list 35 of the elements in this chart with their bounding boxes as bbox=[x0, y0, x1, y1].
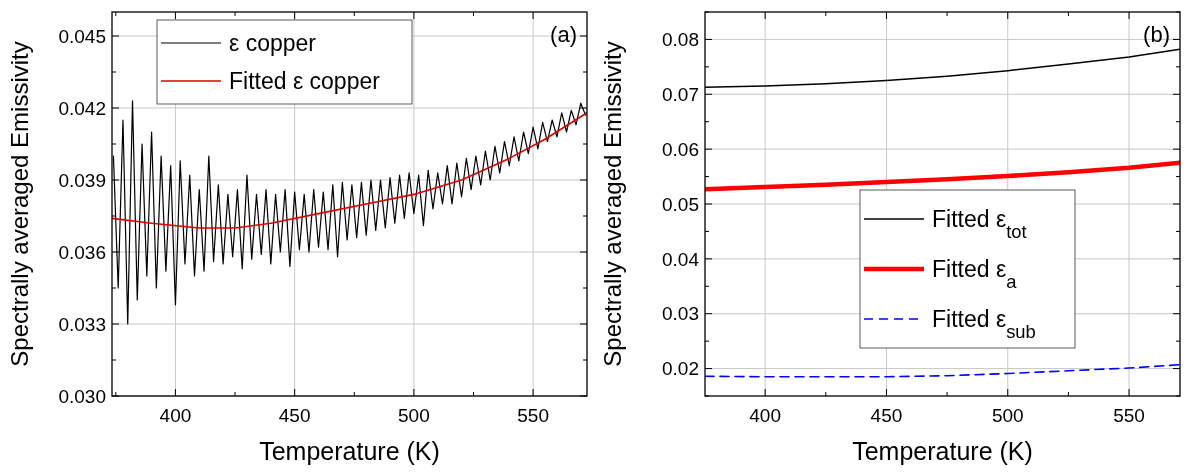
x-tick-label: 550 bbox=[517, 405, 549, 426]
y-axis-title: Spectrally averaged Emissivity bbox=[599, 41, 626, 367]
line-series bbox=[705, 160, 1180, 192]
legend-label: ε copper bbox=[229, 30, 317, 57]
line-series bbox=[705, 363, 1180, 378]
legend-label: Fitted ε$_{tot}$ bbox=[932, 206, 1027, 242]
y-axis-title: Spectrally averaged Emissivity bbox=[6, 41, 33, 367]
x-tick-label: 500 bbox=[991, 405, 1024, 426]
y-tick-label: 0.07 bbox=[662, 83, 699, 105]
y-tick-label: 0.03 bbox=[662, 303, 699, 325]
y-tick-label: 0.045 bbox=[58, 25, 106, 47]
legend-label: Fitted ε copper bbox=[229, 68, 381, 95]
x-tick-label: 450 bbox=[870, 405, 903, 426]
y-tick-label: 0.036 bbox=[58, 241, 106, 263]
annotation: (a) bbox=[550, 22, 577, 47]
y-tick-label: 0.06 bbox=[662, 138, 699, 160]
y-tick-label: 0.042 bbox=[58, 97, 106, 119]
legend-label: Fitted ε$_{sub}$ bbox=[932, 306, 1036, 342]
legend-label: Fitted ε$_{a}$ bbox=[932, 256, 1018, 292]
y-tick-label: 0.08 bbox=[662, 29, 699, 51]
x-axis-title: Temperature (K) bbox=[852, 437, 1033, 465]
x-tick-label: 550 bbox=[1113, 405, 1145, 426]
x-tick-label: 400 bbox=[749, 405, 782, 426]
line-series bbox=[112, 112, 587, 229]
x-tick-label: 450 bbox=[278, 405, 311, 426]
x-tick-label: 500 bbox=[398, 405, 430, 426]
annotation: (b) bbox=[1143, 22, 1170, 47]
y-tick-label: 0.02 bbox=[662, 358, 699, 380]
y-tick-label: 0.04 bbox=[662, 248, 700, 270]
x-axis-title: Temperature (K) bbox=[259, 437, 440, 465]
y-tick-label: 0.030 bbox=[58, 385, 106, 407]
x-tick-label: 400 bbox=[159, 405, 192, 426]
y-tick-label: 0.039 bbox=[58, 169, 106, 191]
y-tick-label: 0.05 bbox=[662, 193, 699, 215]
y-tick-label: 0.033 bbox=[58, 313, 106, 335]
